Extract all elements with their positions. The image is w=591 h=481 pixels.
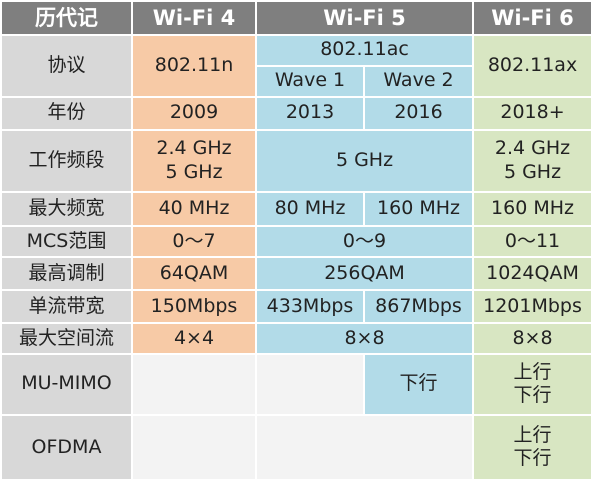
band-wifi6: 2.4 GHz 5 GHz <box>472 129 591 194</box>
wave2-label: Wave 2 <box>362 65 475 98</box>
label-modulation: 最高调制 <box>0 256 133 291</box>
band-wifi6-line2: 5 GHz <box>503 161 562 184</box>
row-ofdma: OFDMA 上行 下行 <box>0 413 591 481</box>
mu-mimo-wifi6-line2: 下行 <box>513 384 552 407</box>
year-wifi5-wave2: 2016 <box>362 95 475 132</box>
row-max-bandwidth: 最大频宽 40 MHz 80 MHz 160 MHz 160 MHz <box>0 191 591 227</box>
bandwidth-wifi5-wave2: 160 MHz <box>362 191 475 227</box>
band-wifi6-line1: 2.4 GHz <box>494 137 571 160</box>
stream-wifi4: 150Mbps <box>131 288 257 325</box>
streams-wifi5: 8×8 <box>254 322 475 355</box>
stream-wifi6: 1201Mbps <box>472 288 591 325</box>
bandwidth-wifi6: 160 MHz <box>472 191 591 227</box>
year-wifi4: 2009 <box>131 95 257 132</box>
protocol-wifi5: 802.11ac <box>254 33 475 68</box>
modulation-wifi4: 64QAM <box>131 256 257 291</box>
row-protocol-waves: Wave 1 Wave 2 <box>1 65 591 98</box>
wave1-label: Wave 1 <box>255 65 365 98</box>
label-spatial-streams: 最大空间流 <box>0 322 133 355</box>
stream-wifi5-wave2: 867Mbps <box>362 288 475 325</box>
mu-mimo-wifi5-wave2: 下行 <box>362 352 475 416</box>
header-row: 历代记 Wi-Fi 4 Wi-Fi 5 Wi-Fi 6 <box>0 0 591 36</box>
band-wifi4: 2.4 GHz 5 GHz <box>131 129 257 194</box>
mu-mimo-wifi6: 上行 下行 <box>472 352 591 416</box>
band-wifi5: 5 GHz <box>254 129 475 194</box>
mcs-wifi6: 0～11 <box>472 224 591 259</box>
mu-mimo-wifi6-line1: 上行 <box>513 360 552 383</box>
row-mu-mimo: MU-MIMO 下行 上行 下行 <box>0 352 591 416</box>
ofdma-wifi6-line2: 下行 <box>513 447 552 470</box>
year-wifi5-wave1: 2013 <box>255 95 365 132</box>
protocol-wifi4: 802.11n <box>131 33 257 98</box>
row-spatial-streams: 最大空间流 4×4 8×8 8×8 <box>0 322 591 355</box>
header-wifi5: Wi-Fi 5 <box>254 0 475 36</box>
ofdma-wifi5 <box>254 413 475 481</box>
mcs-wifi5: 0～9 <box>254 224 475 259</box>
bandwidth-wifi4: 40 MHz <box>131 191 257 227</box>
label-ofdma: OFDMA <box>0 413 133 481</box>
header-wifi6: Wi-Fi 6 <box>472 0 591 36</box>
row-protocol: 协议 802.11n 802.11ac 802.11ax <box>0 33 591 98</box>
row-band: 工作频段 2.4 GHz 5 GHz 5 GHz 2.4 GHz 5 GHz <box>0 129 591 194</box>
ofdma-wifi6: 上行 下行 <box>472 413 591 481</box>
modulation-wifi5: 256QAM <box>254 256 475 291</box>
mu-mimo-wifi4 <box>131 352 257 416</box>
header-history: 历代记 <box>0 0 133 36</box>
mu-mimo-wifi5-wave1 <box>255 352 365 416</box>
label-band: 工作频段 <box>0 129 133 194</box>
bandwidth-wifi5-wave1: 80 MHz <box>255 191 365 227</box>
streams-wifi6: 8×8 <box>472 322 591 355</box>
row-modulation: 最高调制 64QAM 256QAM 1024QAM <box>0 256 591 291</box>
label-protocol: 协议 <box>0 33 133 98</box>
stream-wifi5-wave1: 433Mbps <box>255 288 365 325</box>
label-year: 年份 <box>0 95 133 132</box>
header-wifi4: Wi-Fi 4 <box>131 0 257 36</box>
label-mu-mimo: MU-MIMO <box>0 352 133 416</box>
band-wifi4-line1: 2.4 GHz <box>156 137 232 160</box>
label-max-bandwidth: 最大频宽 <box>0 191 133 227</box>
streams-wifi4: 4×4 <box>131 322 257 355</box>
protocol-wifi6: 802.11ax <box>472 33 591 98</box>
row-stream-bandwidth: 单流带宽 150Mbps 433Mbps 867Mbps 1201Mbps <box>0 288 591 325</box>
ofdma-wifi6-line1: 上行 <box>513 423 552 446</box>
mcs-wifi4: 0～7 <box>131 224 257 259</box>
label-stream-bandwidth: 单流带宽 <box>0 288 133 325</box>
ofdma-wifi4 <box>131 413 257 481</box>
band-wifi4-line2: 5 GHz <box>165 161 223 184</box>
label-mcs: MCS范围 <box>0 224 133 259</box>
year-wifi6: 2018+ <box>472 95 591 132</box>
modulation-wifi6: 1024QAM <box>472 256 591 291</box>
row-year: 年份 2009 2013 2016 2018+ <box>0 95 591 132</box>
row-mcs: MCS范围 0～7 0～9 0～11 <box>0 224 591 259</box>
